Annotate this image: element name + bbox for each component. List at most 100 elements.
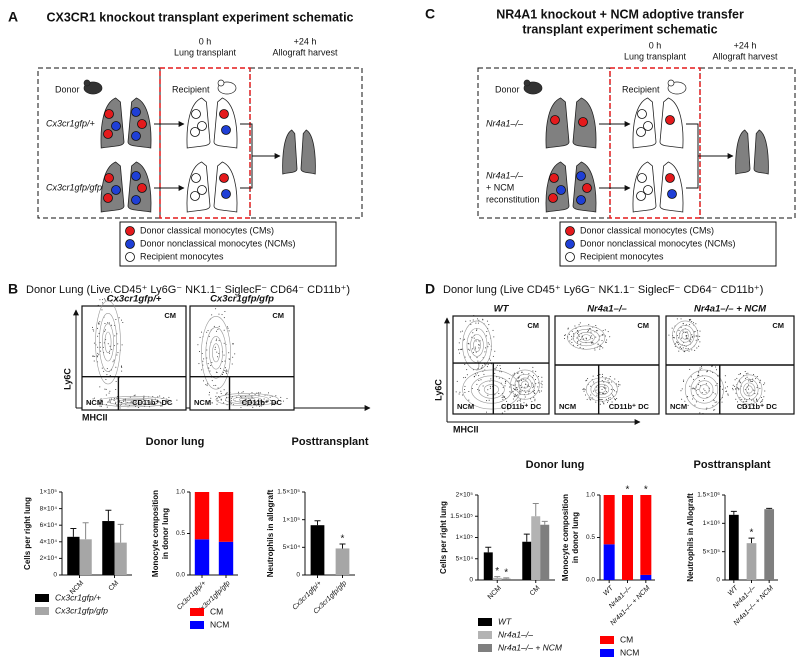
event-dot (490, 359, 492, 361)
event-dot (105, 339, 107, 341)
legend-swatch (478, 644, 492, 652)
bar (764, 509, 775, 580)
event-dot (746, 407, 748, 409)
event-dot (582, 336, 584, 338)
event-dot (211, 380, 213, 382)
event-dot (476, 328, 478, 330)
event-dot (712, 405, 714, 407)
monocyte-dot (665, 115, 675, 125)
event-dot (600, 399, 602, 401)
event-dot (747, 384, 749, 386)
event-dot (94, 355, 96, 357)
event-dot (532, 391, 534, 393)
event-dot (107, 343, 109, 345)
event-dot (115, 389, 117, 391)
event-dot (571, 342, 573, 344)
event-dot (102, 346, 104, 348)
y-tick-label: 0.5 (176, 530, 185, 537)
event-dot (221, 314, 223, 316)
event-dot (582, 347, 584, 349)
event-dot (693, 395, 695, 397)
event-dot (614, 398, 616, 400)
event-dot (251, 392, 253, 394)
event-dot (498, 377, 500, 379)
event-dot (98, 403, 100, 405)
legend-dot (565, 239, 575, 249)
event-dot (746, 400, 748, 402)
event-dot (532, 387, 534, 389)
event-dot (592, 342, 594, 344)
legend-swatch (600, 649, 614, 657)
legend-dot (565, 252, 575, 262)
event-dot (592, 375, 594, 377)
gate-label: NCM (194, 398, 211, 407)
event-dot (202, 364, 204, 366)
legend-box (119, 221, 337, 267)
event-dot (87, 402, 89, 404)
contour (108, 397, 160, 406)
monocyte-dot (578, 117, 588, 127)
event-dot (614, 378, 616, 380)
event-dot (517, 377, 519, 379)
contour (745, 385, 753, 394)
contour (736, 374, 763, 405)
event-dot (525, 391, 527, 393)
event-dot (109, 345, 111, 347)
panel-letter: C (425, 6, 435, 22)
gate-label: CD11b⁺ DC (501, 402, 542, 411)
lung-lobe (659, 161, 684, 213)
event-dot (492, 329, 494, 331)
event-dot (199, 336, 201, 338)
legend-box (559, 221, 777, 267)
monocyte-dot (665, 173, 675, 183)
monocyte-dot (190, 127, 200, 137)
event-dot (601, 398, 603, 400)
significance-mark: * (644, 485, 648, 496)
event-dot (744, 370, 746, 372)
event-dot (247, 404, 249, 406)
event-dot (508, 378, 510, 380)
event-dot (475, 322, 477, 324)
event-dot (721, 401, 723, 403)
event-dot (215, 371, 217, 373)
contour (225, 394, 270, 405)
event-dot (691, 336, 693, 338)
event-dot (461, 330, 463, 332)
event-dot (590, 399, 592, 401)
event-dot (464, 363, 466, 365)
event-dot (207, 330, 209, 332)
timepoint: +24 h (294, 36, 317, 46)
y-tick-label: 0 (53, 572, 57, 579)
y-tick-label: 0 (296, 572, 300, 579)
event-dot (152, 402, 154, 404)
event-dot (701, 365, 703, 367)
event-dot (230, 403, 232, 405)
event-dot (224, 360, 226, 362)
event-dot (206, 385, 208, 387)
monocyte-dot (576, 195, 586, 205)
event-dot (513, 388, 515, 390)
event-dot (706, 371, 708, 373)
monocyte-dot (548, 193, 558, 203)
event-dot (102, 302, 104, 304)
event-dot (166, 401, 168, 403)
event-dot (604, 385, 606, 387)
event-dot (275, 403, 277, 405)
event-dot (263, 398, 265, 400)
error-bar (532, 503, 539, 517)
plot-title: Nr4a1–/– + NCM (694, 304, 767, 315)
event-dot (257, 392, 259, 394)
event-dot (763, 384, 765, 386)
lung-lobe (753, 129, 769, 175)
y-tick-label: 1×10⁵ (40, 489, 58, 496)
gate-label: CM (772, 321, 784, 330)
contour (739, 378, 759, 401)
event-dot (512, 384, 514, 386)
event-dot (487, 346, 489, 348)
gate-label: CD11b⁺ DC (242, 398, 283, 407)
event-dot (599, 335, 601, 337)
event-dot (258, 398, 260, 400)
event-dot (99, 342, 101, 344)
event-dot (225, 396, 227, 398)
event-dot (230, 400, 232, 402)
